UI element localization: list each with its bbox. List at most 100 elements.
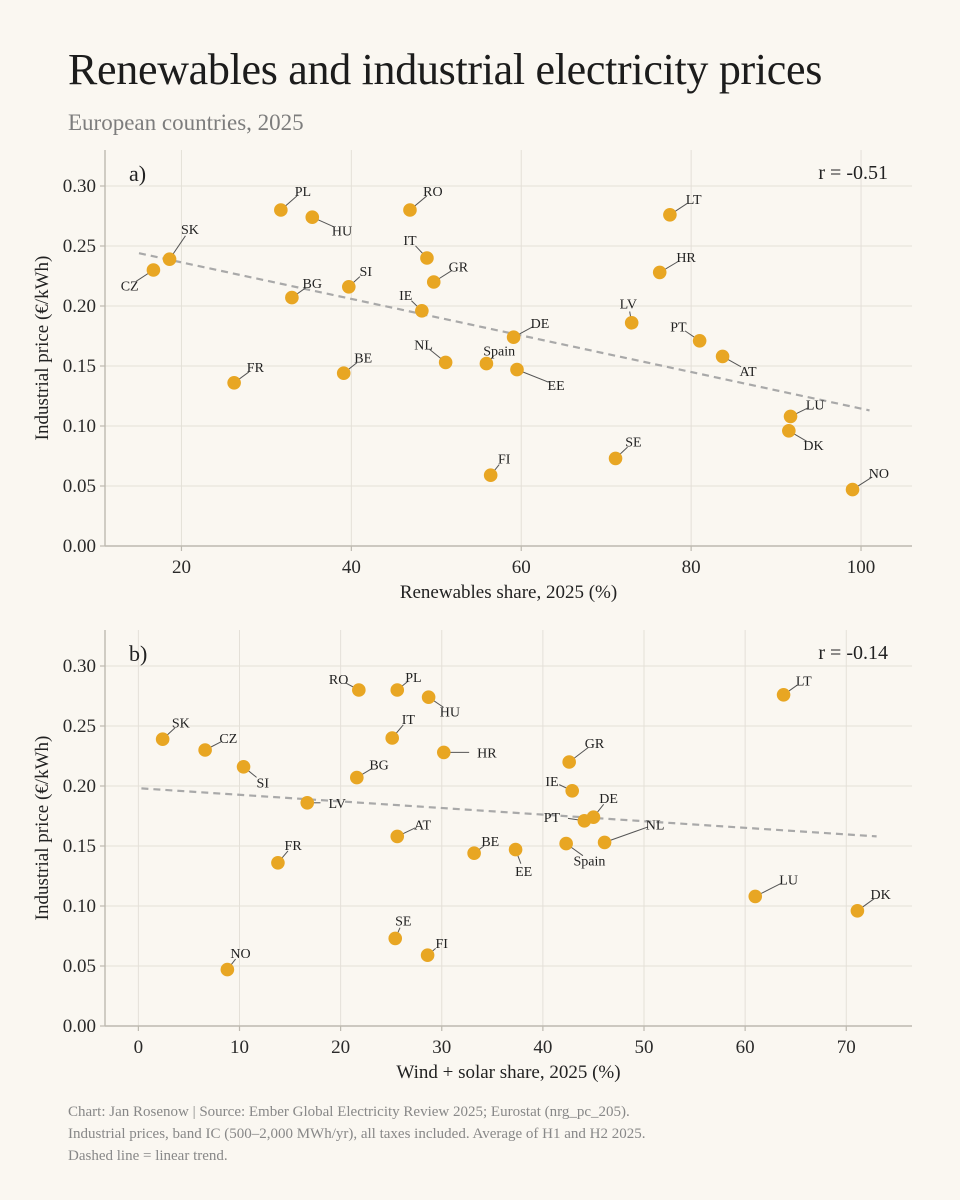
data-point-at <box>390 829 405 844</box>
data-point-ro <box>352 683 366 697</box>
data-point-no <box>220 962 235 977</box>
x-tick-label: 40 <box>533 1037 552 1058</box>
data-point-gr <box>562 755 576 769</box>
point-label-nl: NL <box>646 818 665 833</box>
point-label-sk: SK <box>181 223 199 238</box>
point-label-sk: SK <box>172 716 190 731</box>
point-label-cz: CZ <box>219 732 237 747</box>
x-tick-label: 50 <box>635 1037 654 1058</box>
point-label-fi: FI <box>436 937 449 952</box>
point-label-lt: LT <box>796 674 812 689</box>
data-point-si <box>236 760 251 774</box>
point-label-pt: PT <box>670 320 687 335</box>
point-label-nl: NL <box>414 338 433 353</box>
data-point-hu <box>305 210 320 224</box>
data-point-cz <box>146 263 161 277</box>
point-label-se: SE <box>625 436 641 451</box>
point-label-gr: GR <box>449 260 469 275</box>
point-label-se: SE <box>395 914 411 929</box>
data-point-hr <box>436 745 451 760</box>
data-point-lv <box>624 316 639 330</box>
point-label-lv: LV <box>328 797 345 812</box>
data-point-sk <box>162 252 177 266</box>
point-label-bg: BG <box>369 758 388 773</box>
point-label-ro: RO <box>423 185 442 200</box>
point-label-lu: LU <box>779 874 798 889</box>
data-point-dk <box>850 904 865 918</box>
data-point-bg <box>350 770 364 785</box>
point-label-si: SI <box>257 776 270 791</box>
page-title: Renewables and industrial electricity pr… <box>68 45 823 94</box>
correlation-annotation: r = -0.14 <box>818 642 888 664</box>
data-point-at <box>715 349 730 364</box>
trend-line <box>141 787 877 838</box>
point-label-de: DE <box>531 317 550 332</box>
leader-line <box>604 826 648 843</box>
data-point-pl <box>274 203 288 217</box>
data-point-ie <box>565 784 580 798</box>
y-tick-label: 0.15 <box>63 836 96 857</box>
point-label-be: BE <box>354 352 372 367</box>
y-tick-label: 0.30 <box>63 656 96 677</box>
data-point-lt <box>776 688 791 702</box>
y-tick-label: 0.05 <box>63 476 96 497</box>
data-point-fr <box>271 856 285 870</box>
y-tick-label: 0.20 <box>63 296 96 317</box>
data-point-de <box>506 330 521 345</box>
point-label-pt: PT <box>544 811 561 826</box>
point-label-ie: IE <box>399 289 412 304</box>
point-label-gr: GR <box>585 737 605 752</box>
data-point-be <box>336 366 351 381</box>
data-point-ie <box>415 304 429 318</box>
point-label-no: NO <box>869 467 889 482</box>
page-subtitle: European countries, 2025 <box>68 110 304 135</box>
point-label-at: AT <box>739 365 757 380</box>
data-point-pt <box>692 334 707 348</box>
data-point-hu <box>421 690 436 704</box>
point-label-dk: DK <box>803 439 823 454</box>
x-tick-label: 60 <box>512 557 531 578</box>
y-tick-label: 0.10 <box>63 896 96 917</box>
data-point-lt <box>663 208 677 222</box>
x-tick-label: 0 <box>134 1037 144 1058</box>
point-label-de: DE <box>599 792 618 807</box>
point-label-lu: LU <box>806 398 825 413</box>
point-label-fr: FR <box>285 839 303 854</box>
y-axis-title: Industrial price (€/kWh) <box>32 256 53 441</box>
data-point-sk <box>155 732 170 746</box>
data-point-nl <box>438 355 453 370</box>
y-tick-label: 0.25 <box>63 236 96 257</box>
data-point-si <box>341 280 356 294</box>
point-label-hr: HR <box>477 746 497 761</box>
point-label-ro: RO <box>329 673 348 688</box>
data-point-cz <box>198 743 212 757</box>
point-label-fr: FR <box>247 361 265 376</box>
point-label-cz: CZ <box>121 280 139 295</box>
point-label-spain: Spain <box>573 854 605 869</box>
data-point-ee <box>508 842 523 857</box>
data-point-pl <box>390 683 405 697</box>
data-point-be <box>467 846 481 860</box>
data-point-lv <box>300 796 315 810</box>
data-point-ro <box>403 203 417 217</box>
data-point-fr <box>227 376 241 390</box>
x-axis-title: Wind + solar share, 2025 (%) <box>396 1062 620 1083</box>
data-point-pt <box>577 814 592 828</box>
point-label-hu: HU <box>440 706 460 721</box>
y-tick-label: 0.30 <box>63 176 96 197</box>
point-label-hu: HU <box>332 224 352 239</box>
point-label-ie: IE <box>545 775 558 790</box>
data-point-fi <box>420 948 435 962</box>
x-tick-label: 70 <box>837 1037 856 1058</box>
correlation-annotation: r = -0.51 <box>818 162 888 184</box>
data-point-lu <box>748 889 763 904</box>
data-point-ee <box>510 362 524 377</box>
point-label-ee: EE <box>548 379 565 394</box>
x-tick-label: 100 <box>847 557 876 578</box>
data-point-se <box>388 931 403 946</box>
point-label-pl: PL <box>295 185 311 200</box>
point-label-bg: BG <box>303 277 322 292</box>
data-point-gr <box>426 275 441 289</box>
